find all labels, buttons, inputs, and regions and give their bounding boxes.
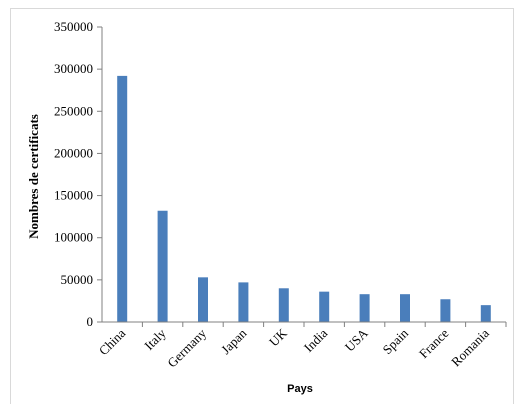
x-tick-label-usa: USA	[342, 325, 371, 354]
bar-india	[319, 291, 330, 322]
y-tick-label: 100000	[54, 230, 93, 245]
x-tick-label-italy: Italy	[141, 325, 169, 353]
y-axis-ticks: 0 50000 100000 150000 200000 250000 300000 3500…	[54, 19, 102, 329]
bar-uk	[278, 288, 289, 322]
x-tick-label-spain: Spain	[380, 325, 412, 357]
x-tick-label-romania: Romania	[448, 325, 492, 369]
y-tick-label: 300000	[54, 61, 93, 76]
chart-frame	[10, 8, 514, 404]
y-tick-label: 200000	[54, 145, 93, 160]
y-tick-label: 0	[87, 314, 94, 329]
bar-romania	[480, 305, 491, 322]
y-tick-label: 250000	[54, 103, 93, 118]
bar-spain	[400, 294, 410, 322]
bar-france	[440, 299, 451, 322]
x-axis-title: Pays	[287, 383, 313, 395]
bar-italy	[157, 210, 168, 322]
bar-germany	[198, 277, 208, 322]
bars	[117, 75, 491, 322]
bar-china	[117, 75, 128, 322]
y-axis-title: Nombres de certificats	[26, 114, 41, 239]
y-tick-label: 150000	[54, 188, 93, 203]
x-tick-label-india: India	[301, 325, 331, 355]
bar-usa	[359, 294, 370, 322]
x-tick-label-france: France	[416, 325, 452, 361]
y-tick-label: 50000	[61, 272, 94, 287]
x-tick-label-germany: Germany	[164, 325, 209, 370]
bar-japan	[238, 282, 249, 322]
x-tick-label-china: China	[96, 325, 129, 358]
x-tick-label-japan: Japan	[218, 325, 250, 357]
y-tick-label: 350000	[54, 19, 93, 34]
x-tick-label-uk: UK	[266, 325, 290, 349]
